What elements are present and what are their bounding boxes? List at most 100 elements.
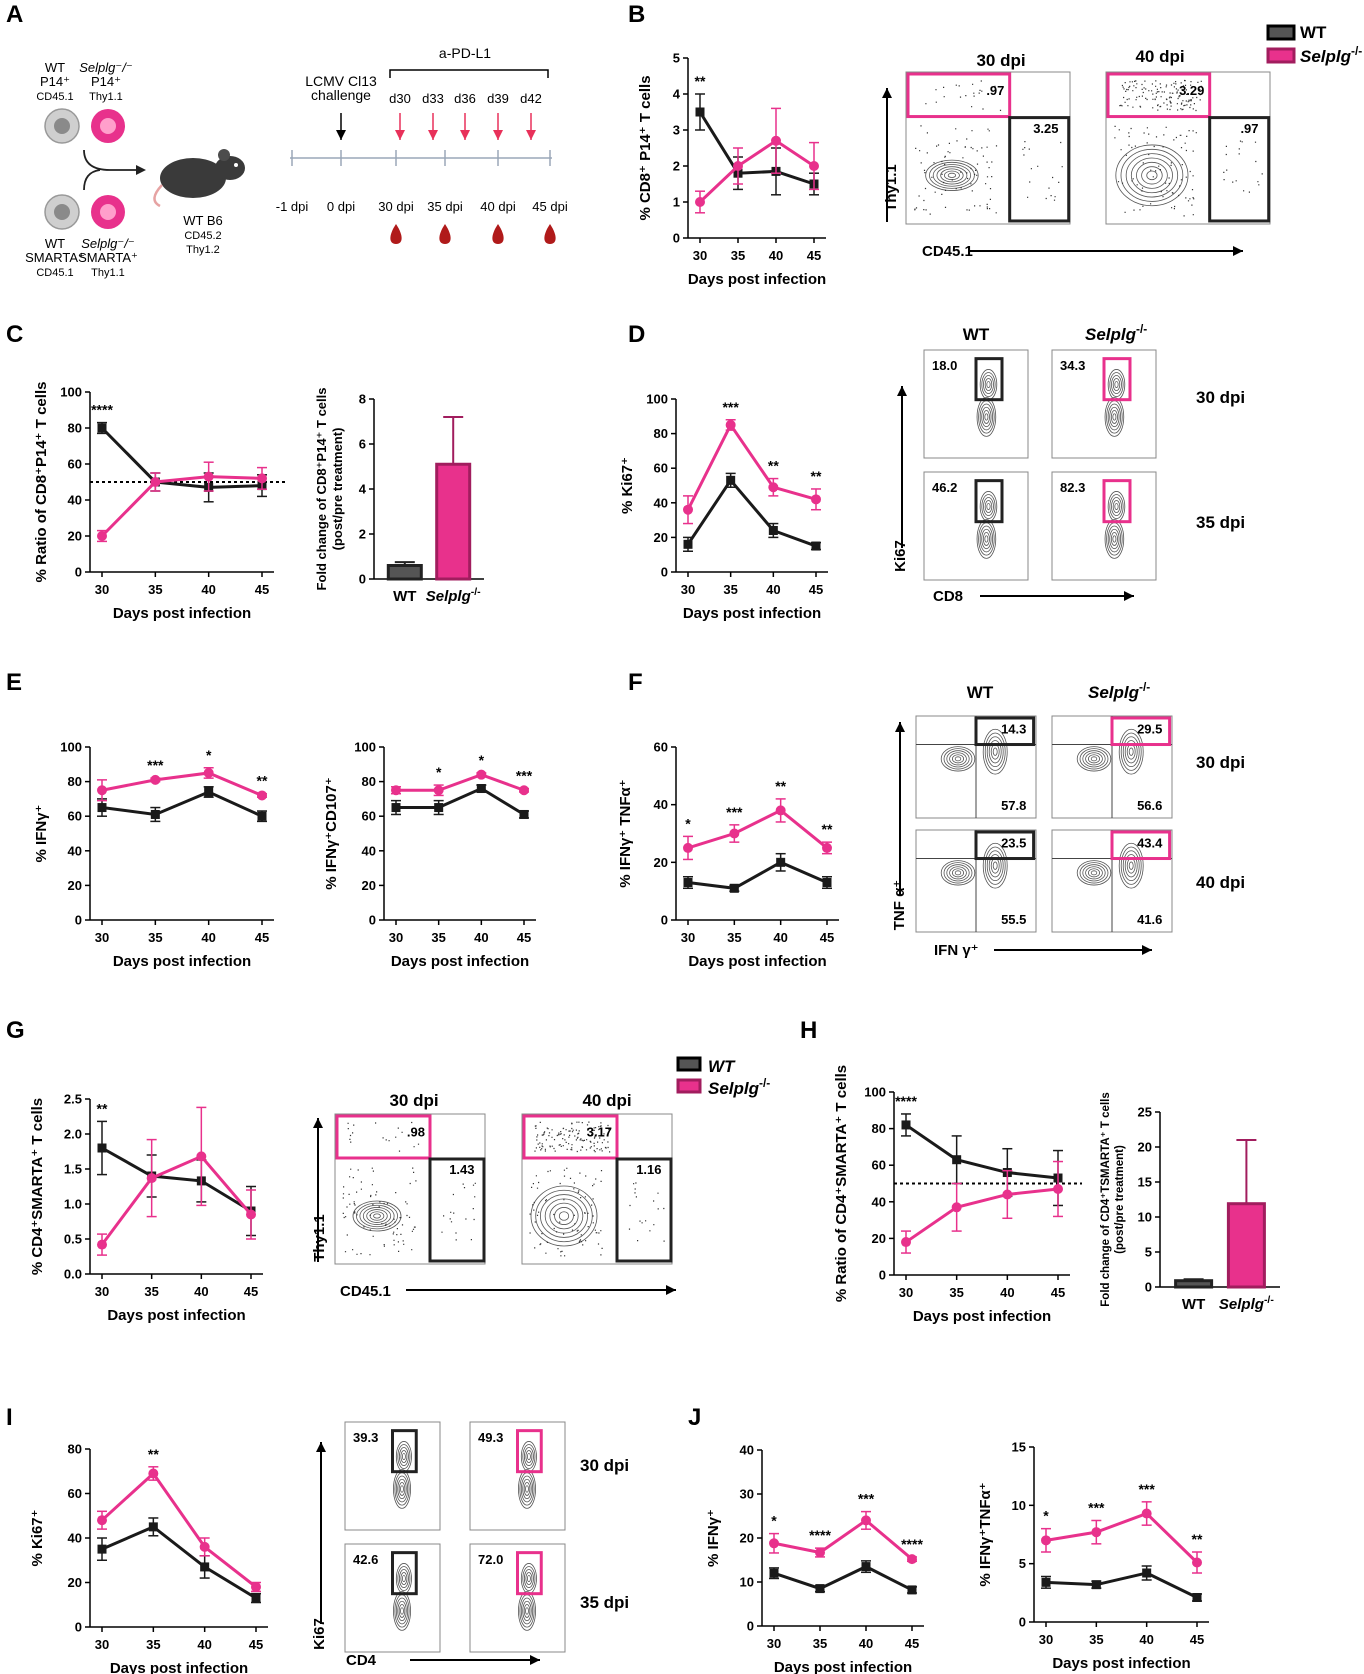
flow-I-ko-30-contour [522,1478,532,1500]
flow-F-ko-40-contour [1082,864,1106,882]
mouse-eye-icon [234,163,238,167]
flow-D-wt-30-contour [981,406,992,428]
flow-D-ko-35-contour [1107,525,1122,553]
chart-E1-ytick-label: 20 [68,878,82,893]
schematic-ko-p14-label: Selplg⁻/⁻ [79,60,132,75]
chart-F-xtick-label: 35 [727,930,741,945]
chart-I-ytick-label: 0 [75,1620,82,1635]
chart-I-series-0-line [101,1525,257,1600]
flow-D-wt-35 [923,471,1029,581]
flow-F-ko-30-gate-value: 29.5 [1137,721,1162,736]
chart-E1-point-wt [97,803,107,813]
chart-H1-xtick-label: 40 [1000,1285,1014,1300]
chart-C2-ytick-label: 6 [359,437,366,452]
chart-J2-xtick-label: 45 [1190,1632,1204,1647]
chart-E1-point-ko [257,790,267,801]
chart-C1-ytick-label: 80 [68,421,82,436]
flow-B-plot-30 [905,71,1071,225]
flow-I-ko-35-contour-top [526,1575,531,1582]
legend-g-ko-swatch [676,1078,702,1094]
chart-E1-point-wt [257,811,267,821]
chart-C1-ylabel: % Ratio of CD8⁺P14⁺ T cells [33,382,50,583]
chart-H1-ytick-label: 40 [872,1194,886,1209]
chart-D-ytick-label: 100 [646,392,668,407]
chart-C2-ytick-label: 4 [359,482,367,497]
flow-D-ko-30-contour-top [1112,378,1121,392]
flow-G-plot-40 [521,1113,673,1265]
chart-J2-ytick-label: 5 [1019,1556,1026,1571]
flow-I-y-arrow-head [316,1442,326,1452]
flow-F-wt-30-contour [949,752,967,766]
flow-F-wt-40-contour [940,860,976,886]
chart-G-xtick-label: 35 [144,1284,158,1299]
chart-C1-ytick-label: 60 [68,457,82,472]
flow-D-wt-35-contour [982,532,990,546]
chart-D-significance: *** [722,399,739,415]
chart-B-point-ko [695,197,705,207]
chart-G-ytick-label: 0.0 [64,1267,82,1282]
chart-D-significance: ** [768,458,779,474]
chart-D-series-0-line [686,477,817,548]
flow-F-wt-40-gate [974,830,1036,861]
flow-D-wt-35-contour-top [981,494,996,520]
flow-G-plot-40-contour [544,1198,584,1234]
treatment-bracket [389,69,549,78]
chart-I-ytick-label: 60 [68,1486,82,1501]
flow-D-wt-35-contour-top [984,500,993,514]
chart-E1-series-0-line [101,790,263,818]
flow-I-ko-35-contour-top [523,1569,534,1589]
chart-E2-ytick-label: 60 [362,809,376,824]
legend-wt-label: WT [1300,23,1327,42]
flow-D-ko-30-gate-value: 34.3 [1060,358,1085,373]
chart-H2-bar-1 [1226,1202,1266,1289]
chart-C1-series-1-line [100,475,263,538]
flow-F-row-label: 30 dpi [1196,753,1245,772]
chart-J1-ytick-label: 30 [740,1487,754,1502]
flow-I-ko-35-contour [523,1604,531,1618]
chart-B-ytick-label: 1 [673,195,680,210]
chart-D-xlabel: Days post infection [683,605,821,622]
chart-D-point-wt [811,541,821,551]
flow-B-plot-40-contour [1115,144,1189,207]
flow-I-wt-30-contour [400,1485,404,1493]
chart-E2-xtick-label: 45 [517,930,531,945]
flow-F-ko-40 [1051,829,1173,933]
chart-J2-xtick-label: 40 [1139,1632,1153,1647]
schematic-wt-smarta-label: SMARTA⁺ [25,250,85,265]
wt-cell-nucleus-icon [54,204,70,220]
chart-J2-point-ko [1192,1557,1202,1568]
chart-J1-point-wt [815,1584,825,1594]
flow-D-ko-30-contour [1110,410,1118,424]
chart-E1-significance: ** [257,773,268,789]
flow-B-plot-30-frame [905,71,1071,225]
chart-B-point-ko [771,135,781,146]
panel-label-H: H [800,1017,817,1044]
flow-F-wt-30-quad-value: 57.8 [1001,798,1026,813]
chart-F-ytick-label: 60 [654,740,668,755]
timeline-label: 35 dpi [427,199,463,214]
flow-B-plot-40-contour [1136,161,1168,189]
flow-F-wt-40-contour [952,868,965,878]
chart-E1-ytick-label: 40 [68,843,82,858]
flow-D-wt-35-contour [976,519,997,559]
wt-cell-nucleus-icon [54,118,70,134]
flow-D-col-label: WT [963,325,990,344]
flow-I-ko-35-contour [522,1600,532,1622]
chart-I-ytick-label: 40 [68,1531,82,1546]
flow-F-ko-30-contour [1085,752,1103,766]
flow-G-plot-30-contour [356,1202,398,1230]
flow-B-plot-40-contour [1141,166,1163,185]
chart-D-point-wt [683,539,693,549]
flow-F-wt-40-gate-value: 23.5 [1001,835,1026,850]
flow-D-ko-35-contour [1104,519,1125,559]
flow-F-wt-30-contour [940,746,976,772]
chart-D-ytick-label: 40 [654,495,668,510]
flow-I-ko-35-contour-top [525,1572,533,1586]
flow-G-plot-30-contour [362,1207,392,1225]
flow-B-plot-40-contour [1120,148,1184,202]
flow-I-wt-30-contour-top [397,1444,411,1470]
chart-E1-xtick-label: 40 [201,930,215,945]
flow-I-wt-35-contour-top [401,1575,406,1582]
chart-J2-xtick-label: 30 [1039,1632,1053,1647]
flow-G-plot-30-contour [373,1213,381,1219]
